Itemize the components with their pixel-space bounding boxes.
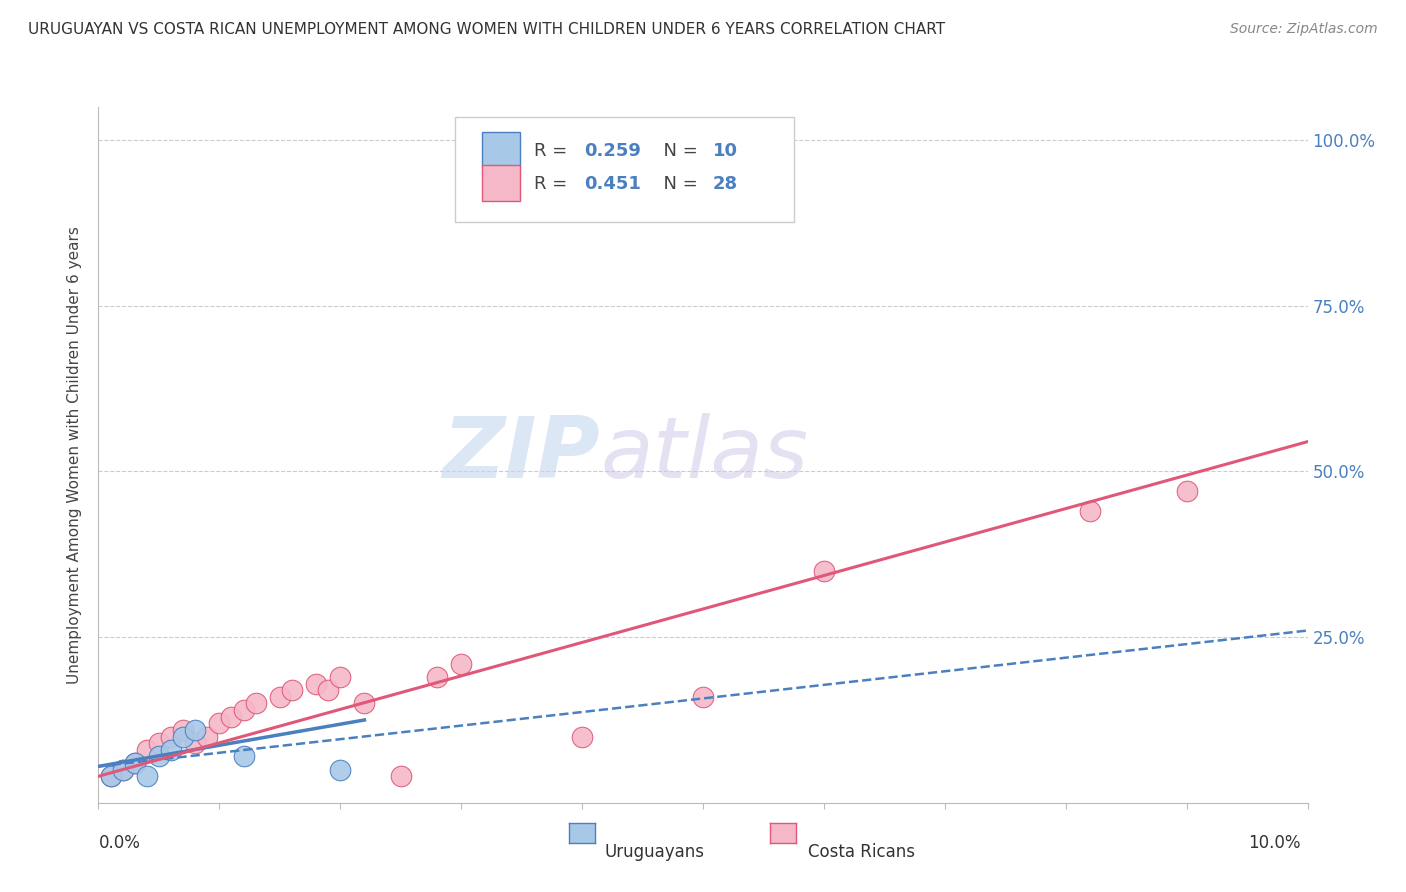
Text: 28: 28 (713, 175, 738, 193)
Point (184, 723, 207, 737)
Point (1078, 504, 1101, 518)
Point (305, 676, 328, 690)
Point (160, 743, 183, 757)
Point (510, 153, 533, 167)
Point (426, 670, 449, 684)
Text: Costa Ricans: Costa Ricans (808, 843, 915, 861)
Point (571, 730, 593, 744)
Text: N =: N = (652, 175, 704, 193)
Text: 0.259: 0.259 (585, 142, 641, 160)
Point (353, 697, 375, 711)
Point (245, 697, 267, 711)
Text: Source: ZipAtlas.com: Source: ZipAtlas.com (1230, 22, 1378, 37)
Point (160, 730, 183, 744)
Point (111, 763, 134, 777)
Point (813, 564, 835, 578)
Point (1175, 484, 1198, 499)
Text: Uruguayans: Uruguayans (605, 843, 704, 861)
Point (148, 736, 170, 750)
Point (329, 763, 352, 777)
Point (269, 690, 291, 704)
Point (100, 769, 122, 783)
Point (111, 763, 134, 777)
Point (124, 756, 146, 770)
Point (232, 749, 254, 764)
Point (135, 743, 157, 757)
FancyBboxPatch shape (482, 165, 520, 201)
FancyBboxPatch shape (482, 132, 520, 169)
Point (281, 683, 304, 698)
Text: ZIP: ZIP (443, 413, 600, 497)
Point (389, 769, 412, 783)
Text: R =: R = (534, 142, 572, 160)
Point (329, 670, 352, 684)
Text: 10: 10 (713, 142, 738, 160)
Point (316, 683, 339, 698)
Text: 10.0%: 10.0% (1249, 834, 1301, 852)
Point (135, 769, 157, 783)
Point (450, 657, 472, 671)
FancyBboxPatch shape (456, 118, 793, 222)
Point (148, 749, 170, 764)
Point (208, 716, 231, 731)
Text: 0.0%: 0.0% (98, 834, 141, 852)
Point (232, 703, 254, 717)
Text: R =: R = (534, 175, 572, 193)
Point (124, 756, 146, 770)
Point (195, 730, 218, 744)
Point (184, 736, 207, 750)
Point (221, 709, 243, 723)
Text: URUGUAYAN VS COSTA RICAN UNEMPLOYMENT AMONG WOMEN WITH CHILDREN UNDER 6 YEARS CO: URUGUAYAN VS COSTA RICAN UNEMPLOYMENT AM… (28, 22, 945, 37)
Text: N =: N = (652, 142, 704, 160)
Point (172, 730, 194, 744)
Y-axis label: Unemployment Among Women with Children Under 6 years: Unemployment Among Women with Children U… (67, 226, 83, 684)
Point (692, 690, 714, 704)
Point (172, 723, 194, 737)
Point (100, 769, 122, 783)
Text: 0.451: 0.451 (585, 175, 641, 193)
Text: atlas: atlas (600, 413, 808, 497)
